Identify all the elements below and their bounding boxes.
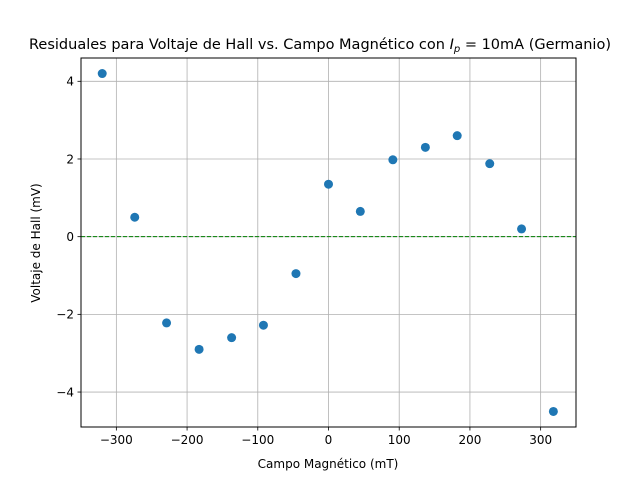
data-point (130, 212, 140, 222)
x-tick-label: 200 (458, 433, 481, 447)
data-point (291, 269, 301, 279)
data-point (388, 155, 398, 165)
x-tick-label: −300 (100, 433, 133, 447)
data-point (162, 318, 172, 328)
x-tick-label: −200 (171, 433, 204, 447)
x-axis-label: Campo Magnético (mT) (258, 457, 399, 471)
data-point (485, 159, 495, 169)
y-tick-label: −4 (56, 385, 74, 399)
grid-lines (81, 58, 576, 427)
data-point (517, 224, 527, 234)
chart-title-math-sub: p (453, 44, 460, 55)
x-tick-label: 0 (325, 433, 333, 447)
chart-title-suffix: (Germanio) (524, 37, 611, 53)
data-point (194, 344, 204, 354)
data-point (258, 320, 268, 330)
data-points (97, 69, 558, 416)
chart-title: Residuales para Voltaje de Hall vs. Camp… (29, 37, 611, 55)
y-tick-label: −2 (56, 308, 74, 322)
x-tick-label: 100 (388, 433, 411, 447)
chart-title-math-var: I (450, 37, 454, 53)
y-tick-label: 4 (66, 75, 74, 89)
y-axis-label: Voltaje de Hall (mV) (29, 183, 43, 302)
chart-title-math-rest: = 10mA (460, 37, 524, 53)
data-point (420, 142, 430, 152)
data-point (355, 206, 365, 216)
data-point (227, 333, 237, 343)
y-tick-label: 2 (66, 152, 74, 166)
y-tick-label: 0 (66, 230, 74, 244)
data-point (548, 406, 558, 416)
data-point (324, 179, 333, 189)
x-tick-label: 300 (529, 433, 552, 447)
data-point (452, 131, 462, 141)
axis-ticks: −300 −200 −100 0 100 200 300 −4 −2 0 2 4 (56, 75, 552, 447)
data-point (97, 69, 107, 79)
x-tick-label: −100 (241, 433, 274, 447)
chart-title-main: Residuales para Voltaje de Hall vs. Camp… (29, 37, 450, 53)
